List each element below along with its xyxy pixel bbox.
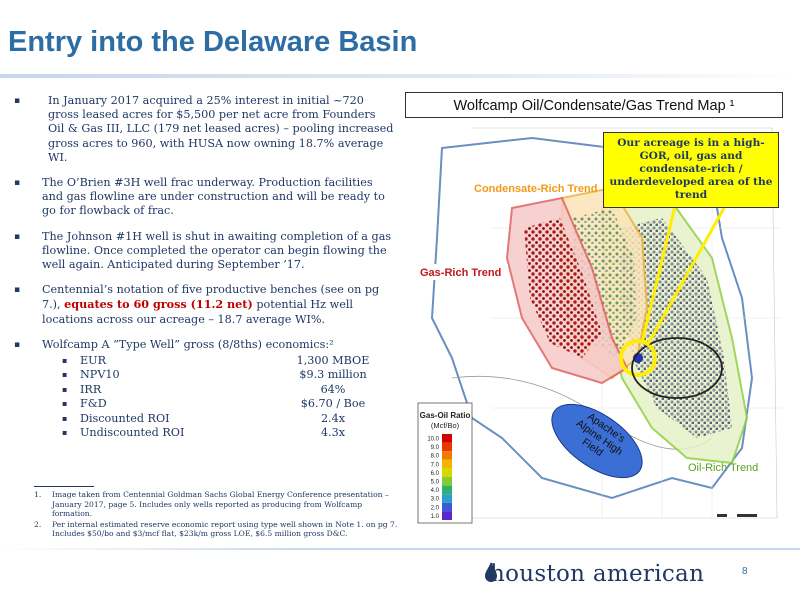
bullet-text-part: potential Hz well locations across our a… xyxy=(42,298,353,326)
economics-value: 4.3x xyxy=(320,426,346,439)
condensate-trend-label: Condensate-Rich Trend xyxy=(474,183,597,195)
legend-tick-label: 1.0 xyxy=(431,514,440,520)
footnote: 1. Image taken from Centennial Goldman Sa… xyxy=(34,490,402,519)
legend-tick-label: 6.0 xyxy=(431,471,440,477)
gor-legend: Gas-Oil Ratio (Mcf/Bo) 10.0 9.0 8.0 7.0 6.0 5… xyxy=(417,402,473,524)
footnote-text: Per internal estimated reserve economic … xyxy=(52,519,398,539)
economics-row: ▪ IRR 64% xyxy=(42,383,394,397)
legend-tick-label: 8.0 xyxy=(431,454,440,460)
bullet-marker: ▪ xyxy=(14,231,21,242)
acreage-callout: Our acreage is in a high-GOR, oil, gas a… xyxy=(603,132,779,208)
economics-label: EUR xyxy=(80,354,107,368)
bullet-text-part: Centennial’s notation of five productive… xyxy=(42,283,380,312)
company-logo-text: houston american xyxy=(490,561,705,587)
bullet-johnson-well: ▪ The Johnson #1H well is shut in awaiti… xyxy=(12,230,394,273)
legend-color-swatch xyxy=(442,485,452,495)
economics-label: Undiscounted ROI xyxy=(80,426,185,439)
footnote-text: Image taken from Centennial Goldman Sach… xyxy=(52,490,389,519)
footnote-number: 2. xyxy=(34,519,42,529)
economics-value: 1,300 MBOE xyxy=(296,354,370,368)
acreage-highlight xyxy=(619,197,726,399)
oil-drop-icon xyxy=(485,562,497,582)
map-title: Wolfcamp Oil/Condensate/Gas Trend Map ¹ xyxy=(405,92,783,118)
bullet-text: The O’Brien #3H well frac underway. Prod… xyxy=(42,176,385,218)
gas-rich-trend xyxy=(505,196,629,385)
legend-tick-label: 2.0 xyxy=(431,505,440,511)
legend-tick-label: 4.0 xyxy=(431,488,440,494)
economics-label: IRR xyxy=(80,382,102,396)
scale-bar xyxy=(717,514,757,517)
gas-trend-label: Gas-Rich Trend xyxy=(420,267,501,279)
economics-label: NPV10 xyxy=(80,368,120,382)
legend-unit: (Mcf/Bo) xyxy=(431,421,460,430)
bullet-marker: ▪ xyxy=(14,339,21,350)
legend-tick-label: 3.0 xyxy=(431,497,440,503)
legend-color-swatch xyxy=(442,494,452,503)
bullet-marker: ▪ xyxy=(14,178,21,189)
economics-row: ▪ NPV10 $9.3 million xyxy=(42,368,394,382)
footer-divider xyxy=(0,548,800,550)
economics-row: ▪ F&D $6.70 / Boe xyxy=(42,397,394,411)
bullet-marker: ▪ xyxy=(14,285,21,296)
economics-row: ▪ EUR 1,300 MBOE xyxy=(42,354,394,368)
bullet-list: ▪ In January 2017 acquired a 25% interes… xyxy=(12,94,394,451)
economics-row: ▪ Discounted ROI 2.4x xyxy=(42,412,394,426)
legend-color-swatch xyxy=(442,468,452,477)
economics-value: $6.70 / Boe xyxy=(300,397,366,411)
bullet-benches: ▪ Centennial’s notation of five producti… xyxy=(12,283,394,327)
footnote-number: 1. xyxy=(34,490,42,499)
economics-row: ▪ Undiscounted ROI 4.3x xyxy=(42,426,394,440)
bullet-text: The Johnson #1H well is shut in awaiting… xyxy=(42,229,392,272)
sub-bullet-marker: ▪ xyxy=(62,413,68,423)
legend-tick-label: 9.0 xyxy=(431,445,440,451)
legend-tick-label: 10.0 xyxy=(427,437,439,443)
legend-color-swatch xyxy=(442,459,452,469)
legend-color-swatch xyxy=(442,434,452,443)
bullet-text: Wolfcamp A “Type Well” gross (8/8ths) ec… xyxy=(42,337,334,351)
legend-tick-label: 5.0 xyxy=(431,480,440,486)
economics-label: Discounted ROI xyxy=(80,411,170,425)
legend-color-swatch xyxy=(442,442,452,452)
title-divider xyxy=(0,74,800,78)
legend-color-swatch xyxy=(442,502,452,512)
footnote: 2. Per internal estimated reserve economi… xyxy=(34,520,402,539)
apache-alpine-high-field: Apache’sAlpine HighField xyxy=(551,403,643,479)
legend-color-swatch xyxy=(442,451,452,460)
sub-bullet-marker: ▪ xyxy=(62,384,68,394)
bullet-text: Centennial’s notation of five productive… xyxy=(42,283,394,327)
legend-color-swatch xyxy=(442,511,452,520)
bullet-type-well-economics: ▪ Wolfcamp A “Type Well” gross (8/8ths) … xyxy=(12,338,394,441)
footnotes: 1. Image taken from Centennial Goldman Sa… xyxy=(34,490,402,540)
economics-value: $9.3 million xyxy=(299,368,367,382)
legend-color-swatch xyxy=(442,477,452,486)
bullet-obrien-well: ▪ The O’Brien #3H well frac underway. Pr… xyxy=(12,176,394,219)
sub-bullet-marker: ▪ xyxy=(62,399,68,409)
page-number: 8 xyxy=(742,566,748,577)
footnote-divider xyxy=(34,486,94,487)
economics-value: 2.4x xyxy=(320,411,346,425)
legend-tick-label: 7.0 xyxy=(431,462,440,468)
sub-bullet-marker: ▪ xyxy=(62,428,68,437)
page-title: Entry into the Delaware Basin xyxy=(8,26,418,58)
legend-scale: 10.0 9.0 8.0 7.0 6.0 5.0 4.0 3.0 2.0 1.0 xyxy=(427,434,452,520)
economics-list: ▪ EUR 1,300 MBOE ▪ NPV10 $9.3 million ▪ IRR 64… xyxy=(42,354,394,440)
bullet-acquisition: ▪ In January 2017 acquired a 25% interes… xyxy=(12,94,394,165)
highlight-locations: equates to 60 gross (11.2 net) xyxy=(64,297,253,312)
economics-value: 64% xyxy=(320,382,346,396)
oil-trend-label: Oil-Rich Trend xyxy=(688,462,758,474)
legend-title: Gas-Oil Ratio xyxy=(420,411,471,420)
trend-labels: Condensate-Rich Trend Gas-Rich Trend Oil… xyxy=(418,183,758,474)
bullet-text: In January 2017 acquired a 25% interest … xyxy=(48,94,394,164)
sub-bullet-marker: ▪ xyxy=(62,370,68,380)
economics-label: F&D xyxy=(80,397,107,411)
sub-bullet-marker: ▪ xyxy=(62,356,68,366)
bullet-marker: ▪ xyxy=(14,96,21,106)
